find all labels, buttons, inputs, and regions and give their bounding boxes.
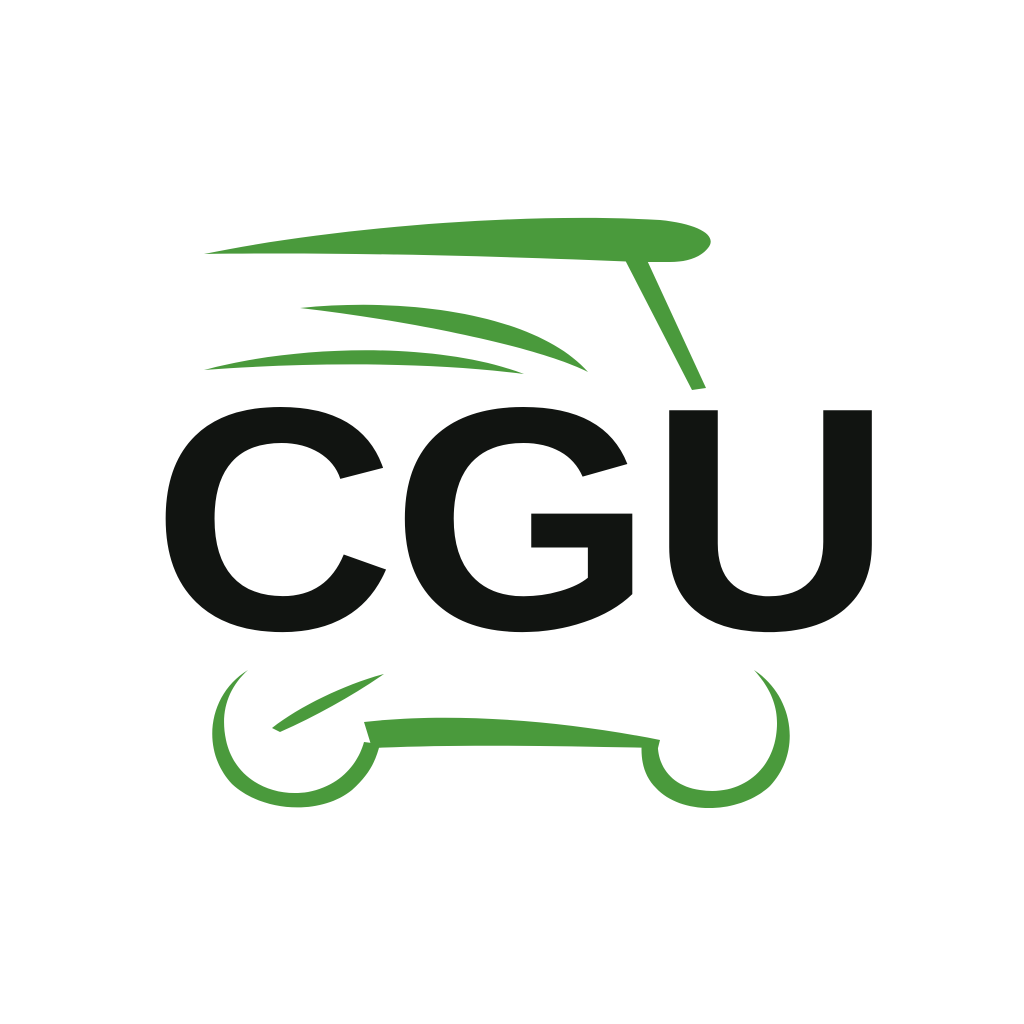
cart-strokes xyxy=(204,217,790,809)
logo-wordmark: CGU xyxy=(151,342,893,697)
cart-support-post xyxy=(624,258,706,390)
cart-seat xyxy=(272,674,384,732)
cart-chassis xyxy=(364,717,660,748)
speed-line-upper xyxy=(300,304,588,372)
speed-line-lower xyxy=(204,350,524,374)
cart-roof xyxy=(204,217,711,262)
